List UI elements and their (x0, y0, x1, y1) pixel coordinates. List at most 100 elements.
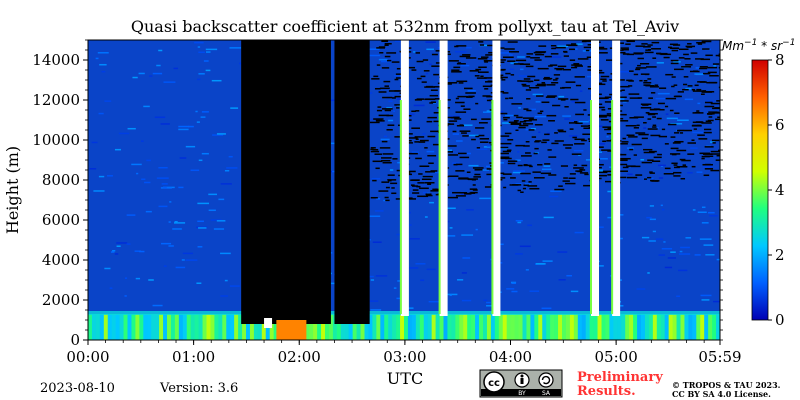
heat-cell (181, 259, 185, 261)
noise-mark (635, 174, 643, 176)
noise-mark (371, 78, 380, 80)
noise-mark (597, 106, 605, 109)
heat-cell (371, 177, 381, 180)
boundary-layer-cell (344, 314, 350, 340)
heat-cell (422, 191, 427, 194)
noise-mark (705, 120, 711, 122)
noise-mark (542, 139, 550, 141)
noise-mark (550, 45, 557, 47)
noise-mark (574, 76, 585, 78)
heat-cell (527, 224, 532, 227)
heat-cell (655, 238, 664, 240)
cloud-column (591, 40, 600, 316)
noise-mark (710, 102, 720, 105)
heat-cell (205, 48, 218, 51)
heat-cell (701, 299, 710, 301)
noise-mark (478, 122, 488, 124)
noise-mark (451, 71, 462, 73)
noise-mark (502, 92, 509, 94)
boundary-layer-cell (198, 314, 204, 340)
noise-mark (427, 154, 437, 157)
noise-mark (391, 187, 395, 189)
noise-mark (704, 168, 714, 170)
noise-mark (418, 141, 426, 143)
noise-mark (560, 99, 566, 101)
noise-mark (677, 129, 681, 132)
noise-mark (619, 100, 629, 102)
heat-cell (220, 183, 232, 185)
boundary-layer-cell (356, 314, 362, 340)
noise-mark (503, 118, 508, 121)
copyright-line1: © TROPOS & TAU 2023. (672, 380, 781, 390)
noise-mark (695, 111, 701, 114)
noise-mark (669, 109, 674, 112)
noise-mark (643, 151, 655, 154)
noise-mark (637, 97, 643, 99)
noise-mark (583, 184, 594, 187)
noise-mark (657, 102, 665, 105)
noise-mark (544, 133, 550, 136)
noise-mark (498, 135, 510, 137)
heat-cell (368, 54, 381, 57)
heat-cell (511, 282, 516, 284)
noise-mark (427, 183, 432, 186)
noise-mark (571, 64, 583, 66)
heat-cell (406, 113, 415, 116)
boundary-layer-cell (672, 314, 678, 340)
heat-cell (627, 147, 634, 149)
noise-mark (433, 86, 442, 88)
noise-mark (456, 62, 466, 65)
noise-mark (560, 87, 565, 89)
heat-cell (586, 75, 595, 78)
noise-mark (635, 132, 646, 134)
cloud-column (400, 40, 409, 316)
boundary-layer-cell (249, 314, 255, 340)
noise-mark (428, 162, 434, 164)
heat-cell (203, 60, 209, 62)
noise-mark (697, 43, 703, 45)
heat-cell (429, 201, 434, 204)
noise-mark (568, 122, 576, 124)
noise-mark (384, 85, 390, 87)
noise-mark (704, 128, 712, 131)
noise-mark (455, 195, 466, 197)
heat-cell (328, 99, 338, 102)
heat-cell (697, 211, 707, 214)
heat-cell (200, 116, 206, 118)
noise-mark (701, 122, 712, 124)
heat-cell (499, 111, 504, 113)
heat-cell (452, 133, 459, 135)
heat-cell (595, 265, 604, 267)
noise-mark (549, 64, 558, 66)
noise-mark (387, 179, 397, 181)
license-badge[interactable]: cc BY SA (479, 369, 563, 398)
noise-mark (486, 168, 493, 170)
noise-mark (395, 77, 403, 79)
noise-mark (676, 149, 687, 152)
noise-mark (519, 124, 529, 127)
heat-cell (429, 63, 432, 66)
noise-mark (456, 80, 468, 83)
heat-cell (101, 70, 106, 73)
noise-mark (551, 47, 556, 50)
noise-mark (497, 172, 505, 175)
boundary-layer-cell (629, 314, 634, 340)
noise-mark (485, 54, 496, 56)
noise-mark (692, 121, 704, 124)
noise-mark (430, 89, 438, 91)
noise-mark (651, 41, 660, 44)
noise-mark (535, 51, 547, 53)
noise-mark (475, 68, 482, 71)
noise-mark (516, 116, 523, 119)
noise-mark (487, 80, 494, 83)
noise-mark (627, 85, 633, 87)
heat-cell (657, 92, 670, 95)
y-tick-label: 14000 (32, 51, 80, 69)
heat-cell (205, 69, 211, 72)
heat-cell (149, 75, 153, 77)
noise-mark (513, 114, 519, 117)
noise-mark (652, 116, 657, 118)
noise-mark (385, 199, 390, 202)
noise-mark (671, 85, 675, 88)
noise-mark (478, 134, 485, 137)
